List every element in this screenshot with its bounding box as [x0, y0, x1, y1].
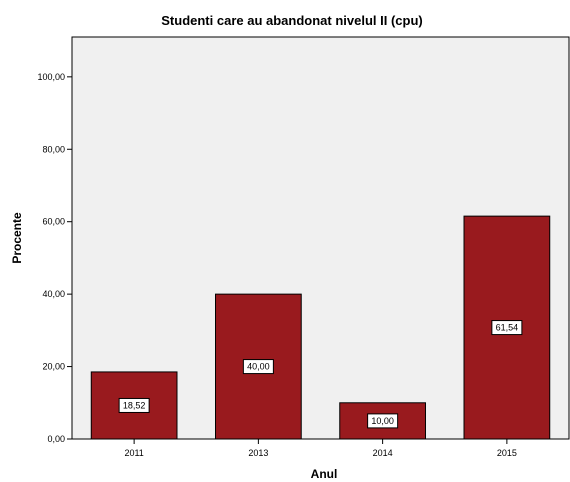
y-tick-label: 60,00: [42, 217, 65, 227]
data-label-box: [242, 359, 274, 375]
y-axis: 0,00 20,00 40,00 60,00 80,00 100,00: [37, 72, 72, 444]
data-label-box: [118, 397, 150, 413]
bars: 18,52 40,00 10,00 61,54: [90, 215, 551, 440]
chart-title: Studenti care au abandonat nivelul II (c…: [161, 13, 422, 28]
data-label: 61,54: [496, 323, 519, 333]
x-tick-label: 2013: [248, 448, 268, 458]
x-tick-label: 2011: [124, 448, 143, 458]
y-tick-label: 80,00: [42, 144, 65, 154]
data-label-box: [367, 413, 399, 429]
y-tick-label: 20,00: [42, 362, 65, 372]
data-label: 18,52: [123, 400, 146, 410]
y-axis-label: Procente: [10, 212, 24, 264]
x-axis-label: Anul: [311, 467, 338, 481]
x-tick-label: 2015: [497, 448, 517, 458]
x-axis: 2011 2013 2014 2015: [124, 439, 517, 458]
data-label: 40,00: [247, 362, 270, 372]
data-label-box: [491, 320, 523, 336]
y-tick-label: 0,00: [47, 434, 65, 444]
y-tick-label: 40,00: [42, 289, 65, 299]
x-tick-label: 2014: [373, 448, 393, 458]
data-label: 10,00: [371, 416, 394, 426]
y-tick-label: 100,00: [37, 72, 65, 82]
